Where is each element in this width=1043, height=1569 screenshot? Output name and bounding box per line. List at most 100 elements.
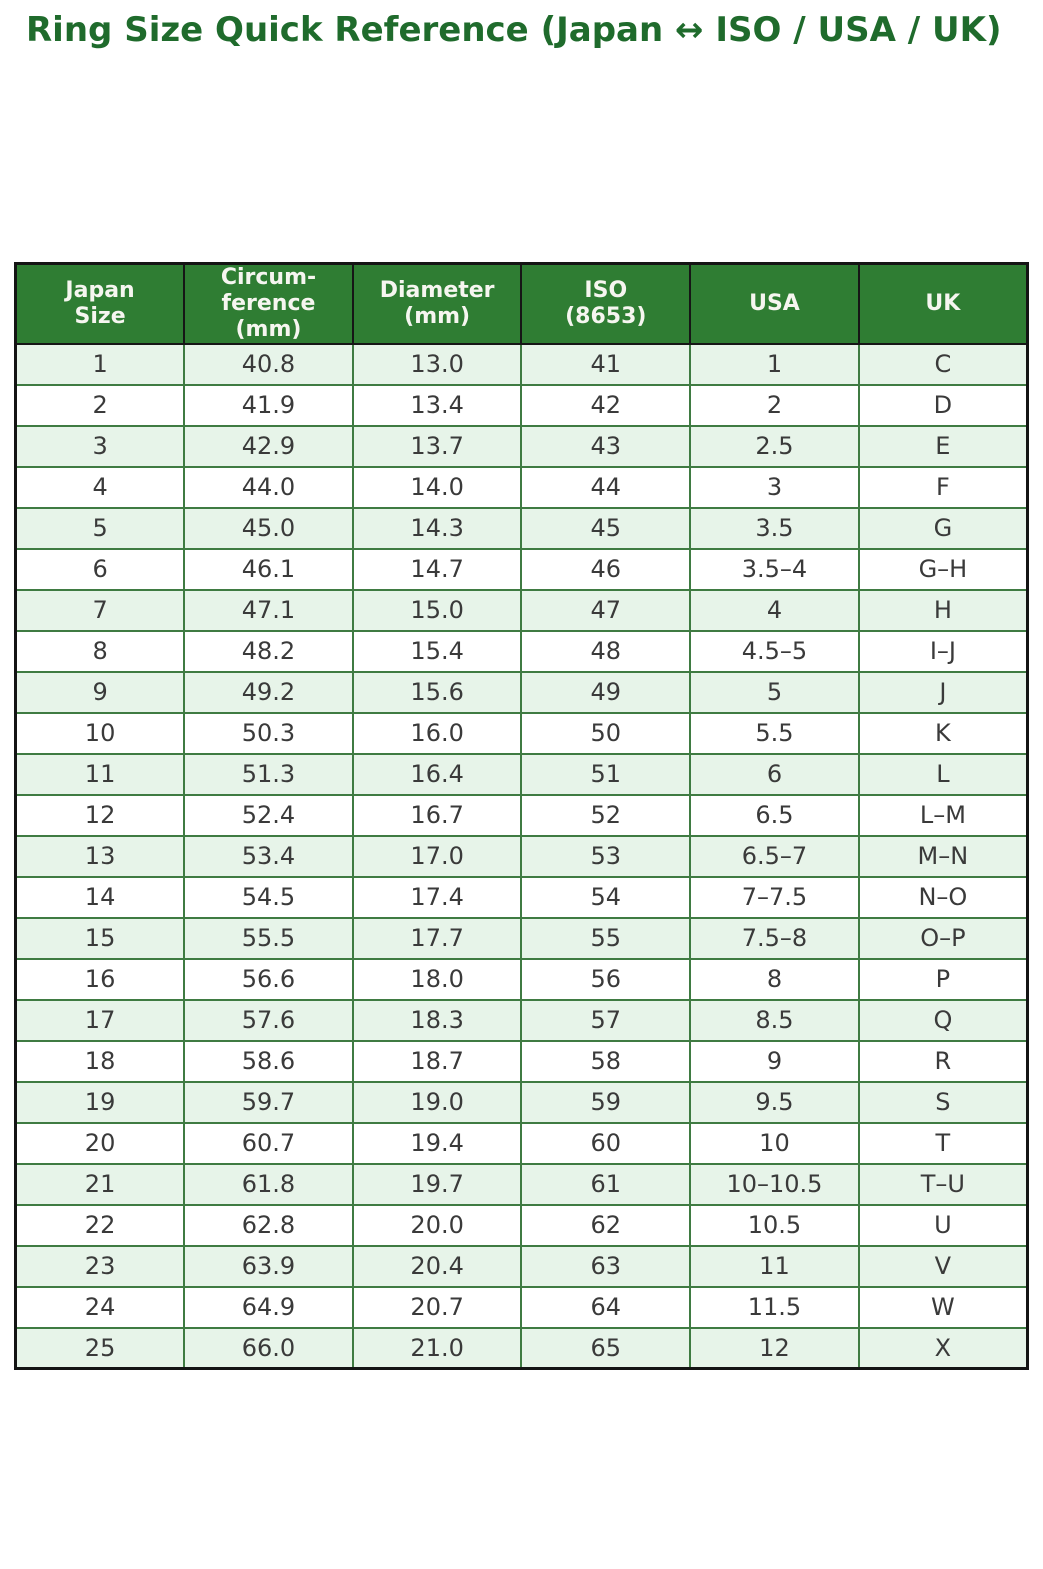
table-cell: 22 (14, 1203, 186, 1247)
table-cell: E (857, 424, 1029, 468)
table-cell: 13.7 (351, 424, 523, 468)
table-cell: 19.0 (351, 1080, 523, 1124)
table-cell: T (857, 1121, 1029, 1165)
table-cell: 52 (520, 793, 692, 837)
table-cell: N–O (857, 875, 1029, 919)
table-cell: 40.8 (183, 342, 354, 386)
table-cell: G (857, 506, 1029, 550)
table-cell: 45.0 (183, 506, 354, 550)
table-cell: O–P (857, 916, 1029, 960)
table-cell: 20.7 (351, 1285, 523, 1329)
table-cell: 6 (14, 547, 186, 591)
table-cell: 17.0 (351, 834, 523, 878)
table-cell: 19.4 (351, 1121, 523, 1165)
table-row: 23 63.9 20.4 63 11 V (14, 1244, 1029, 1288)
table-row: 17 57.6 18.3 57 8.5 Q (14, 998, 1029, 1042)
table-cell: 19 (14, 1080, 186, 1124)
table-cell: 18 (14, 1039, 186, 1083)
table-cell: 59.7 (183, 1080, 354, 1124)
table-cell: M–N (857, 834, 1029, 878)
table-cell: 62.8 (183, 1203, 354, 1247)
table-cell: 6 (689, 752, 860, 796)
table-cell: S (857, 1080, 1029, 1124)
table-cell: 16.4 (351, 752, 523, 796)
table-cell: 3 (14, 424, 186, 468)
table-cell: 21 (14, 1162, 186, 1206)
table-cell: 16.7 (351, 793, 523, 837)
table-cell: 18.0 (351, 957, 523, 1001)
table-body: 1 40.8 13.0 41 1 C 2 41.9 13.4 42 2 D 3 42.9 13.7 43 2.5… (14, 342, 1029, 1370)
col-header-iso: ISO (8653) (520, 262, 692, 345)
table-row: 22 62.8 20.0 62 10.5 U (14, 1203, 1029, 1247)
table-cell: 11 (14, 752, 186, 796)
table-cell: D (857, 383, 1029, 427)
table-cell: 58.6 (183, 1039, 354, 1083)
table-cell: 53 (520, 834, 692, 878)
table-cell: 3 (689, 465, 860, 509)
table-cell: 20.4 (351, 1244, 523, 1288)
table-cell: 8.5 (689, 998, 860, 1042)
table-row: 5 45.0 14.3 45 3.5 G (14, 506, 1029, 550)
table-cell: 20 (14, 1121, 186, 1165)
table-cell: 57.6 (183, 998, 354, 1042)
table-cell: 55 (520, 916, 692, 960)
table-cell: 8 (14, 629, 186, 673)
table-cell: 41.9 (183, 383, 354, 427)
table-cell: 16.0 (351, 711, 523, 755)
table-cell: 62 (520, 1203, 692, 1247)
table-cell: 50 (520, 711, 692, 755)
table-cell: L–M (857, 793, 1029, 837)
table-cell: 12 (14, 793, 186, 837)
table-row: 8 48.2 15.4 48 4.5–5 I–J (14, 629, 1029, 673)
table-row: 20 60.7 19.4 60 10 T (14, 1121, 1029, 1165)
table-cell: 50.3 (183, 711, 354, 755)
table-cell: T–U (857, 1162, 1029, 1206)
table-cell: 2 (14, 383, 186, 427)
table-row: 3 42.9 13.7 43 2.5 E (14, 424, 1029, 468)
table-cell: L (857, 752, 1029, 796)
table-cell: F (857, 465, 1029, 509)
table-cell: 18.7 (351, 1039, 523, 1083)
table-cell: Q (857, 998, 1029, 1042)
table-cell: 47 (520, 588, 692, 632)
table-row: 16 56.6 18.0 56 8 P (14, 957, 1029, 1001)
table-row: 9 49.2 15.6 49 5 J (14, 670, 1029, 714)
table-cell: U (857, 1203, 1029, 1247)
table-cell: 19.7 (351, 1162, 523, 1206)
table-cell: 56 (520, 957, 692, 1001)
table-cell: P (857, 957, 1029, 1001)
table-cell: V (857, 1244, 1029, 1288)
table-cell: 21.0 (351, 1326, 523, 1370)
table-cell: 18.3 (351, 998, 523, 1042)
table-row: 25 66.0 21.0 65 12 X (14, 1326, 1029, 1370)
table-cell: 10 (14, 711, 186, 755)
table-cell: 7.5–8 (689, 916, 860, 960)
table-cell: 11 (689, 1244, 860, 1288)
table-cell: 14.7 (351, 547, 523, 591)
table-cell: 6.5–7 (689, 834, 860, 878)
table-cell: H (857, 588, 1029, 632)
table-cell: 1 (689, 342, 860, 386)
table-cell: 4 (689, 588, 860, 632)
table-cell: 42 (520, 383, 692, 427)
table-cell: 14 (14, 875, 186, 919)
table-cell: 5 (14, 506, 186, 550)
table-cell: 14.0 (351, 465, 523, 509)
table-cell: 5 (689, 670, 860, 714)
table-cell: 52.4 (183, 793, 354, 837)
table-row: 21 61.8 19.7 61 10–10.5 T–U (14, 1162, 1029, 1206)
col-header-uk: UK (857, 262, 1029, 345)
col-header-usa: USA (689, 262, 860, 345)
table-cell: 4.5–5 (689, 629, 860, 673)
table-row: 2 41.9 13.4 42 2 D (14, 383, 1029, 427)
table-cell: 63 (520, 1244, 692, 1288)
table-cell: 60.7 (183, 1121, 354, 1165)
table-row: 10 50.3 16.0 50 5.5 K (14, 711, 1029, 755)
table-cell: W (857, 1285, 1029, 1329)
table-cell: 7 (14, 588, 186, 632)
table-cell: 56.6 (183, 957, 354, 1001)
table-cell: 63.9 (183, 1244, 354, 1288)
table-cell: 4 (14, 465, 186, 509)
table-cell: 3.5 (689, 506, 860, 550)
